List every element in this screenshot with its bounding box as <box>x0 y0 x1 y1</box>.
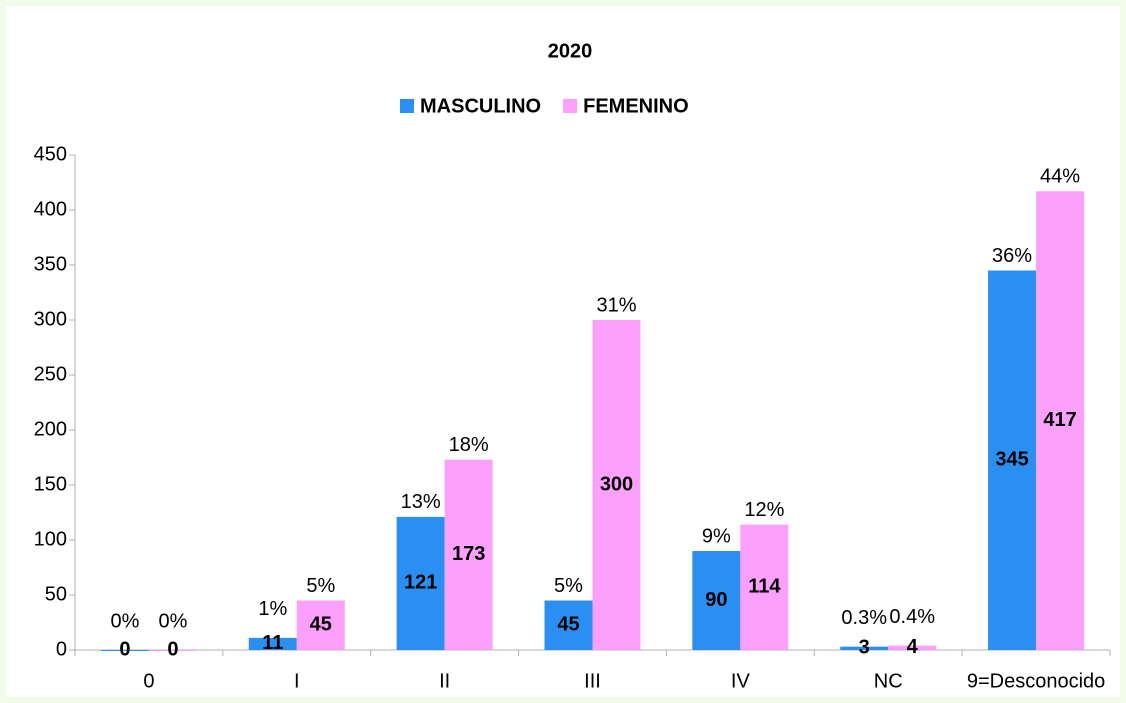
bar <box>444 459 493 650</box>
value-label: 45 <box>310 614 332 636</box>
value-label: 0 <box>119 638 130 660</box>
value-label: 114 <box>748 576 781 598</box>
x-tick-label: I <box>294 670 300 692</box>
y-tick-label: 250 <box>34 363 67 385</box>
y-tick-label: 350 <box>34 253 67 275</box>
legend-swatch <box>400 99 414 113</box>
bar <box>692 551 741 650</box>
value-label: 345 <box>995 449 1028 471</box>
legend-swatch <box>563 99 578 113</box>
percent-label: 1% <box>258 598 287 620</box>
y-tick-label: 100 <box>34 528 67 550</box>
bar <box>148 650 197 651</box>
value-label: 417 <box>1043 409 1076 431</box>
percent-label: 36% <box>992 245 1032 267</box>
bar <box>396 516 445 650</box>
chart-background <box>6 6 1120 697</box>
bar <box>544 600 593 650</box>
x-tick-label: III <box>584 670 601 692</box>
percent-label: 0% <box>158 610 187 632</box>
percent-label: 31% <box>596 294 636 316</box>
y-tick-label: 200 <box>34 418 67 440</box>
bar <box>592 320 641 650</box>
value-label: 45 <box>557 614 579 636</box>
bar <box>740 524 789 650</box>
y-tick-label: 0 <box>56 638 67 660</box>
y-tick-label: 50 <box>45 583 67 605</box>
bar <box>888 645 937 650</box>
value-label: 90 <box>705 589 727 611</box>
percent-label: 9% <box>702 525 731 547</box>
legend-label: MASCULINO <box>420 95 541 117</box>
value-label: 121 <box>404 572 437 594</box>
y-tick-label: 450 <box>34 143 67 165</box>
bar <box>100 650 149 651</box>
y-tick-label: 150 <box>34 473 67 495</box>
value-label: 300 <box>600 473 633 495</box>
chart-title: 2020 <box>548 40 593 62</box>
x-tick-label: NC <box>874 670 903 692</box>
legend-label: FEMENINO <box>583 95 689 117</box>
y-tick-label: 300 <box>34 308 67 330</box>
percent-label: 13% <box>401 491 441 513</box>
percent-label: 0.3% <box>841 607 887 629</box>
bar <box>1036 191 1085 651</box>
bar <box>988 270 1037 650</box>
percent-label: 12% <box>744 499 784 521</box>
y-tick-label: 400 <box>34 198 67 220</box>
value-label: 3 <box>859 637 870 659</box>
percent-label: 5% <box>306 575 335 597</box>
percent-label: 44% <box>1040 166 1080 188</box>
percent-label: 0% <box>110 610 139 632</box>
value-label: 11 <box>262 632 283 654</box>
percent-label: 5% <box>554 575 583 597</box>
value-label: 0 <box>167 638 178 660</box>
value-label: 173 <box>452 543 485 565</box>
bar <box>248 637 297 650</box>
bar <box>296 600 345 650</box>
x-tick-label: 0 <box>143 670 154 692</box>
x-tick-label: IV <box>731 670 751 692</box>
bar <box>840 646 889 650</box>
x-tick-label: II <box>439 670 450 692</box>
value-label: 4 <box>907 636 919 658</box>
percent-label: 18% <box>449 434 489 456</box>
x-tick-label: 9=Desconocido <box>967 670 1105 692</box>
percent-label: 0.4% <box>889 606 935 628</box>
